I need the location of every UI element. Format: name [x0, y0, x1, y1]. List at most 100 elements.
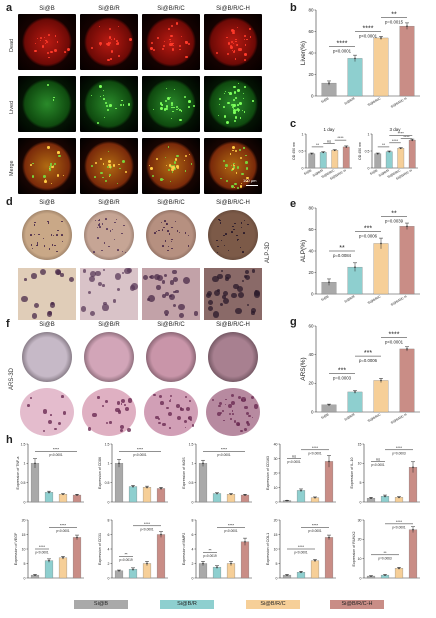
cell-speck — [163, 108, 167, 111]
mineral-node — [29, 397, 32, 399]
stain-dot — [30, 234, 32, 236]
mineral-node — [241, 397, 246, 402]
sig-stars: **** — [221, 447, 228, 452]
stain-dot — [61, 220, 63, 223]
fluorescence-tile — [204, 138, 262, 194]
data-point — [398, 567, 400, 570]
cell-speck — [179, 48, 181, 51]
mineral-node — [169, 395, 172, 398]
sig-stars: **** — [337, 41, 348, 48]
cell-speck — [40, 39, 42, 42]
y-axis-label: Expression of IL-10 — [350, 458, 354, 489]
y-tick-label: 0 — [368, 166, 370, 170]
stain-dot — [219, 222, 222, 224]
stain-blob — [103, 301, 107, 306]
p-value: p<0.0001 — [333, 49, 352, 54]
p-value: p<0.0001 — [224, 529, 238, 533]
bar — [240, 541, 250, 579]
data-point — [411, 139, 414, 141]
cell-speck — [171, 24, 174, 27]
stain-dot — [124, 251, 127, 254]
bar — [72, 537, 82, 579]
bar — [226, 494, 236, 503]
stain-dot — [178, 231, 181, 234]
y-tick-label: 0 — [360, 576, 362, 580]
sig-stars: ns — [292, 454, 296, 459]
sig-stars: **** — [403, 134, 410, 139]
y-tick-label: 10 — [358, 462, 362, 466]
data-point — [230, 493, 232, 496]
data-point — [384, 495, 386, 498]
cell-speck — [54, 163, 57, 166]
p-value: p<0.0001 — [49, 453, 63, 457]
bar — [342, 146, 350, 169]
y-tick-label: 0 — [192, 500, 194, 504]
stain-blob — [121, 272, 125, 275]
ars-zoom — [206, 388, 260, 436]
chart-h3: 0 0.5 1 1.5 Expression of iNOS ****p<0.0001 — [182, 442, 252, 504]
cell-speck — [237, 107, 240, 110]
bar — [44, 492, 54, 503]
stain-blob — [146, 297, 151, 302]
stain-dot — [167, 249, 169, 252]
bar — [212, 493, 222, 503]
stain-blob — [83, 269, 87, 273]
stain-dot — [223, 234, 225, 237]
mineral-node — [160, 401, 164, 406]
sig-stars: ns — [327, 139, 331, 144]
ars-dish — [208, 332, 258, 382]
cell-speck — [227, 91, 229, 93]
sig-stars: ** — [339, 245, 345, 252]
f-col-head-3: Si@B/R/C — [157, 322, 185, 328]
stain-dot — [38, 233, 40, 235]
data-point — [384, 574, 386, 576]
y-tick-label: 0 — [24, 500, 26, 504]
ars-dish — [146, 332, 196, 382]
stain-blob — [162, 294, 167, 298]
bar — [198, 463, 208, 503]
y-axis-label: Expression of RUNX2 — [352, 532, 356, 567]
cell-speck — [233, 99, 235, 102]
cell-speck — [230, 40, 233, 43]
stain-dot — [168, 233, 171, 235]
y-tick-label: 0 — [108, 500, 110, 504]
cell-speck — [231, 105, 235, 109]
y-tick-label: 60 — [308, 227, 314, 232]
mineral-node — [162, 422, 166, 426]
cell-speck — [109, 104, 112, 107]
cell-speck — [94, 176, 96, 179]
sig-stars: **** — [137, 447, 144, 452]
stain-blob — [87, 290, 92, 295]
stain-blob — [156, 274, 164, 282]
cell-speck — [236, 109, 238, 112]
y-tick-label: 2 — [108, 562, 110, 566]
stain-dot — [233, 228, 235, 230]
sig-stars: **** — [60, 522, 67, 527]
mineral-node — [243, 428, 247, 431]
y-tick-label: 15 — [358, 442, 362, 446]
mineral-node — [244, 405, 248, 410]
y-tick-label: 10 — [22, 547, 26, 551]
scale-text-a: 100 μm — [243, 178, 257, 183]
stain-blob — [219, 302, 224, 307]
data-point — [354, 57, 356, 60]
cell-speck — [51, 183, 53, 185]
mineral-node — [158, 395, 163, 399]
cell-speck — [99, 44, 102, 47]
cell-speck — [48, 56, 50, 59]
bar — [385, 151, 393, 169]
stain-blob — [175, 289, 180, 294]
stain-dot — [51, 244, 54, 246]
cell-speck — [107, 150, 109, 153]
stain-blob — [178, 303, 185, 311]
data-point — [370, 575, 372, 577]
stain-dot — [187, 245, 190, 247]
p-value: p<0.0001 — [359, 34, 378, 39]
cell-speck — [109, 174, 111, 176]
cell-speck — [176, 164, 179, 168]
data-point — [132, 568, 134, 571]
data-point — [216, 566, 218, 568]
y-axis-label: Expression of COL1 — [266, 533, 270, 565]
cell-speck — [232, 168, 234, 170]
bar — [310, 560, 320, 579]
